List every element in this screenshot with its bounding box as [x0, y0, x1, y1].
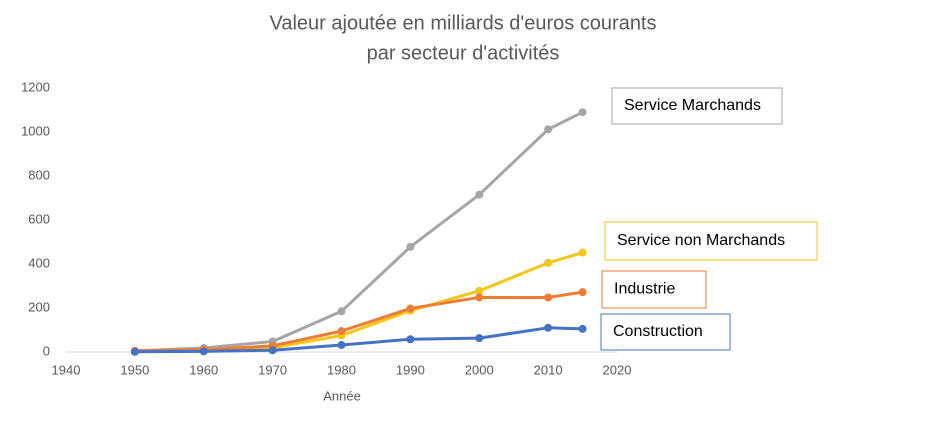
series-line	[134, 326, 583, 354]
y-tick-label: 800	[28, 167, 50, 182]
x-tick-label: 1960	[189, 362, 218, 377]
point	[406, 335, 415, 344]
point	[544, 125, 553, 134]
label-box	[600, 313, 731, 351]
x-tick-label: 1980	[327, 362, 356, 377]
point	[475, 293, 484, 302]
x-tick-label: 2000	[465, 362, 494, 377]
x-axis-label: Année	[323, 388, 361, 403]
label-box	[611, 87, 783, 125]
point	[544, 258, 553, 267]
point	[578, 108, 587, 117]
point	[199, 347, 208, 356]
point	[578, 248, 587, 257]
point	[268, 346, 277, 355]
series-line	[134, 251, 583, 354]
label-box	[601, 270, 707, 309]
point	[544, 323, 553, 332]
series-label: Construction	[613, 323, 703, 340]
x-tick-label: 2020	[603, 362, 632, 377]
y-tick-label: 400	[28, 255, 50, 270]
y-tick-label: 200	[28, 299, 50, 314]
y-tick-label: 1000	[21, 123, 50, 138]
x-tick-label: 1940	[52, 362, 81, 377]
point	[337, 307, 346, 316]
point	[475, 190, 484, 199]
x-tick-label: 1970	[258, 362, 287, 377]
point	[406, 242, 415, 251]
y-tick-label: 600	[28, 211, 50, 226]
chart-title: Valeur ajoutée en milliards d'euros cour…	[270, 12, 657, 34]
x-tick-label: 2010	[534, 362, 563, 377]
point	[578, 288, 587, 297]
x-tick-label: 1950	[120, 362, 149, 377]
y-tick-label: 1200	[21, 79, 50, 94]
series-label: Service non Marchands	[617, 232, 785, 249]
point	[130, 347, 139, 356]
series-line	[134, 110, 584, 353]
series-label: Service Marchands	[624, 97, 761, 114]
point	[337, 340, 346, 349]
point	[475, 334, 484, 343]
point	[406, 304, 415, 313]
chart-title: par secteur d'activités	[367, 42, 560, 64]
point	[337, 327, 346, 336]
x-tick-label: 1990	[396, 362, 425, 377]
y-tick-label: 0	[43, 343, 50, 358]
series-label: Industrie	[614, 281, 675, 298]
series-line	[134, 290, 583, 353]
label-box	[604, 221, 818, 261]
point	[475, 286, 484, 295]
point	[544, 293, 553, 302]
point	[578, 324, 587, 333]
